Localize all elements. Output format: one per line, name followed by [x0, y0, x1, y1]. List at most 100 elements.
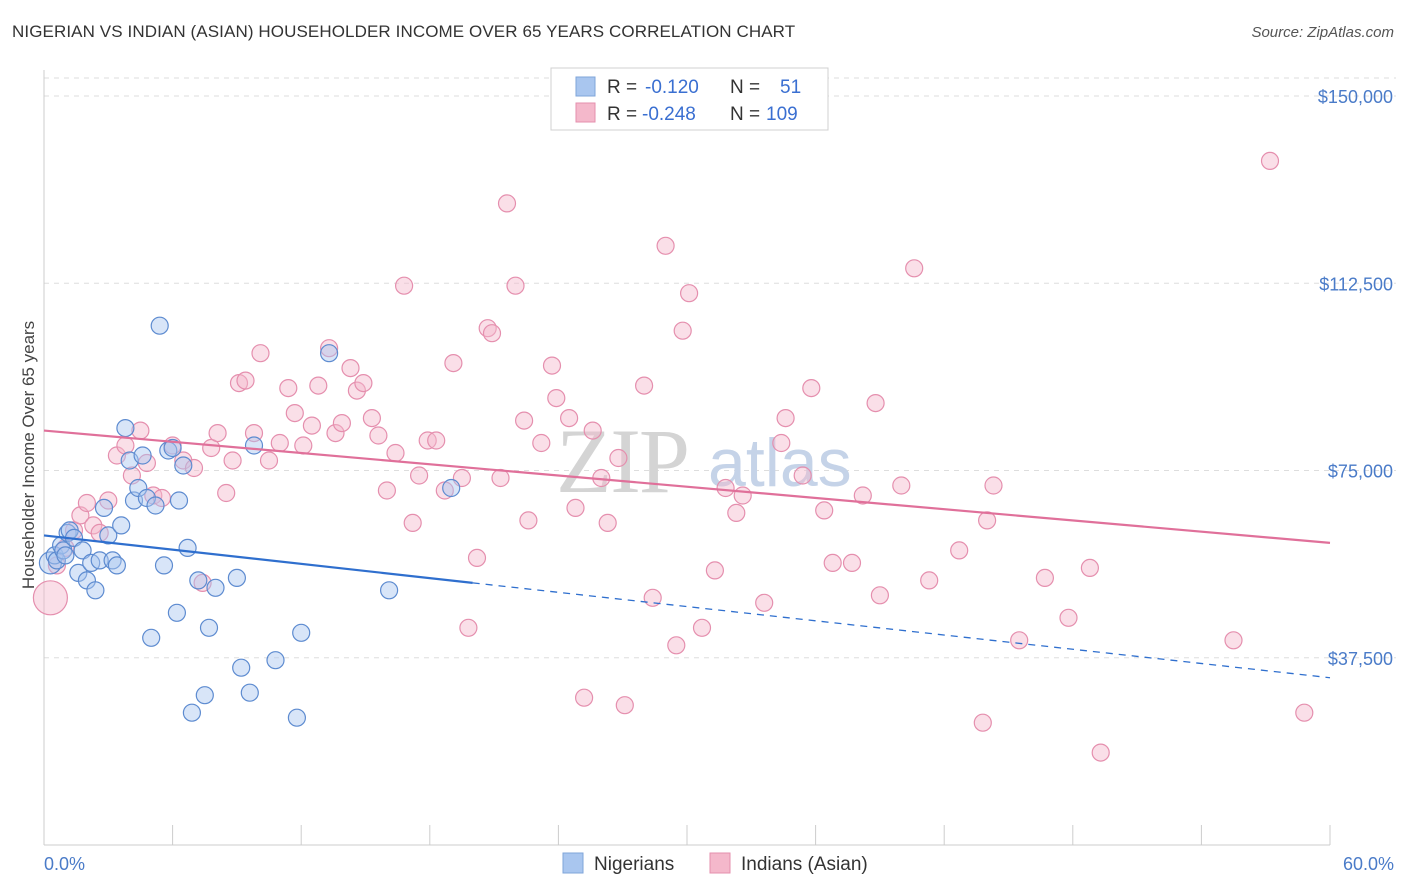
indians-asian-point — [326, 424, 345, 443]
indians-asian-point — [776, 409, 795, 428]
nigerian-point — [116, 419, 135, 438]
nigerian-point — [174, 456, 193, 475]
correlation-legend: R = -0.120 N = 51 R = -0.248 N = 109 — [550, 67, 829, 131]
nigerian-point — [86, 581, 105, 600]
trend-lines — [43, 429, 1331, 679]
indians-asian-point — [984, 476, 1003, 495]
indians-asian-point — [615, 696, 634, 715]
indians-asian-point — [866, 394, 885, 413]
indians-asian-point — [842, 553, 862, 573]
nigerian-point — [320, 344, 339, 363]
legend-swatch-nigerians — [575, 76, 596, 97]
indians-asian-point — [598, 513, 617, 533]
x-tick-label-max: 60.0% — [1343, 854, 1394, 874]
indians-asian-point — [294, 436, 313, 455]
indians-asian-point — [347, 381, 366, 400]
legend-r-label-nigerians: R = — [607, 77, 637, 98]
indians-asian-point — [1010, 631, 1029, 650]
indians-asian-point — [184, 458, 204, 478]
nigerians-trend-line — [43, 534, 473, 584]
nigerian-point — [154, 556, 174, 575]
indians-asian-point — [217, 483, 236, 503]
indians-asian-point — [285, 404, 304, 423]
indians-asian-point — [332, 414, 351, 433]
indians-asian-point — [1091, 743, 1110, 762]
indians-asian-point — [467, 548, 487, 568]
indians-asian-point — [1080, 558, 1100, 578]
indians-asian-point — [309, 376, 328, 395]
nigerian-point — [133, 446, 152, 465]
indians-asian-point — [444, 354, 463, 373]
indians-asian-point — [32, 580, 69, 616]
indians-asian-point — [705, 561, 725, 580]
legend-n-label-indians: N = — [730, 104, 760, 125]
indians-asian-point — [223, 451, 242, 470]
indians-asian-point — [1059, 608, 1078, 627]
indians-asian-point — [427, 431, 446, 450]
indians-asian-point — [174, 451, 193, 470]
nigerian-point — [163, 438, 182, 458]
nigerian-point — [287, 708, 306, 727]
indians-asian-point — [973, 713, 992, 732]
nigerian-point — [189, 571, 208, 590]
indians-asian-point — [542, 356, 562, 375]
nigerian-point — [199, 618, 219, 637]
indians-asian-point — [823, 553, 842, 573]
series-legend-nigerians: Nigerians — [594, 854, 674, 875]
indians-asian-point — [870, 586, 890, 605]
nigerian-point — [178, 538, 197, 558]
indians-asian-point — [634, 376, 654, 395]
nigerian-point — [292, 623, 311, 642]
nigerian-point — [227, 568, 246, 588]
nigerian-point — [99, 526, 118, 545]
nigerian-point — [146, 496, 165, 515]
indians-asian-point — [772, 433, 791, 453]
indians-asian-point — [395, 276, 414, 295]
indians-asian-point — [656, 236, 675, 255]
nigerian-point — [56, 546, 75, 565]
legend-swatch-indians — [575, 102, 596, 123]
indians-asian-point — [532, 433, 551, 453]
indians-asian-point — [270, 433, 289, 453]
indians-asian-point — [1035, 568, 1055, 588]
y-tick-labels: $37,500 $75,000 $112,500 $150,000 — [1318, 87, 1393, 669]
chart-title: NIGERIAN VS INDIAN (ASIAN) HOUSEHOLDER I… — [12, 22, 796, 41]
indians-asian-point — [692, 618, 712, 637]
nigerian-point — [150, 316, 169, 335]
y-tick-label: $37,500 — [1328, 649, 1393, 669]
indians-asian-point — [566, 498, 585, 517]
indians-asian-points — [32, 151, 1314, 762]
nigerian-point — [195, 686, 214, 705]
series-legend-swatch-indians — [709, 852, 731, 874]
indians-asian-point — [519, 511, 538, 530]
indians-asian-point — [583, 421, 602, 440]
nigerian-point — [73, 541, 92, 560]
nigerian-point — [380, 581, 399, 600]
indians-asian-point — [259, 451, 279, 470]
indians-asian-point — [403, 513, 422, 533]
indians-asian-trend-line — [43, 429, 1331, 544]
indians-asian-point — [793, 466, 812, 485]
nigerian-point — [94, 498, 114, 517]
indians-asian-point — [244, 424, 264, 443]
nigerian-point — [206, 578, 225, 597]
indians-asian-point — [410, 466, 429, 485]
nigerians-trend-extension — [472, 582, 1331, 679]
indians-asian-point — [369, 426, 388, 445]
series-legend-indians: Indians (Asian) — [741, 854, 868, 875]
nigerian-point — [182, 703, 201, 722]
x-ticks — [43, 825, 1331, 845]
indians-asian-point — [320, 339, 339, 358]
y-tick-label: $75,000 — [1328, 462, 1393, 482]
watermark-zip: ZIP — [556, 410, 688, 512]
x-tick-label-min: 0.0% — [44, 854, 85, 874]
indians-asian-point — [354, 374, 373, 393]
nigerian-point — [244, 436, 264, 455]
indians-asian-point — [755, 593, 774, 612]
indians-asian-point — [77, 493, 97, 513]
indians-asian-point — [1224, 631, 1243, 650]
indians-asian-point — [514, 411, 534, 430]
indians-asian-point — [459, 618, 478, 637]
indians-asian-point — [341, 359, 360, 378]
